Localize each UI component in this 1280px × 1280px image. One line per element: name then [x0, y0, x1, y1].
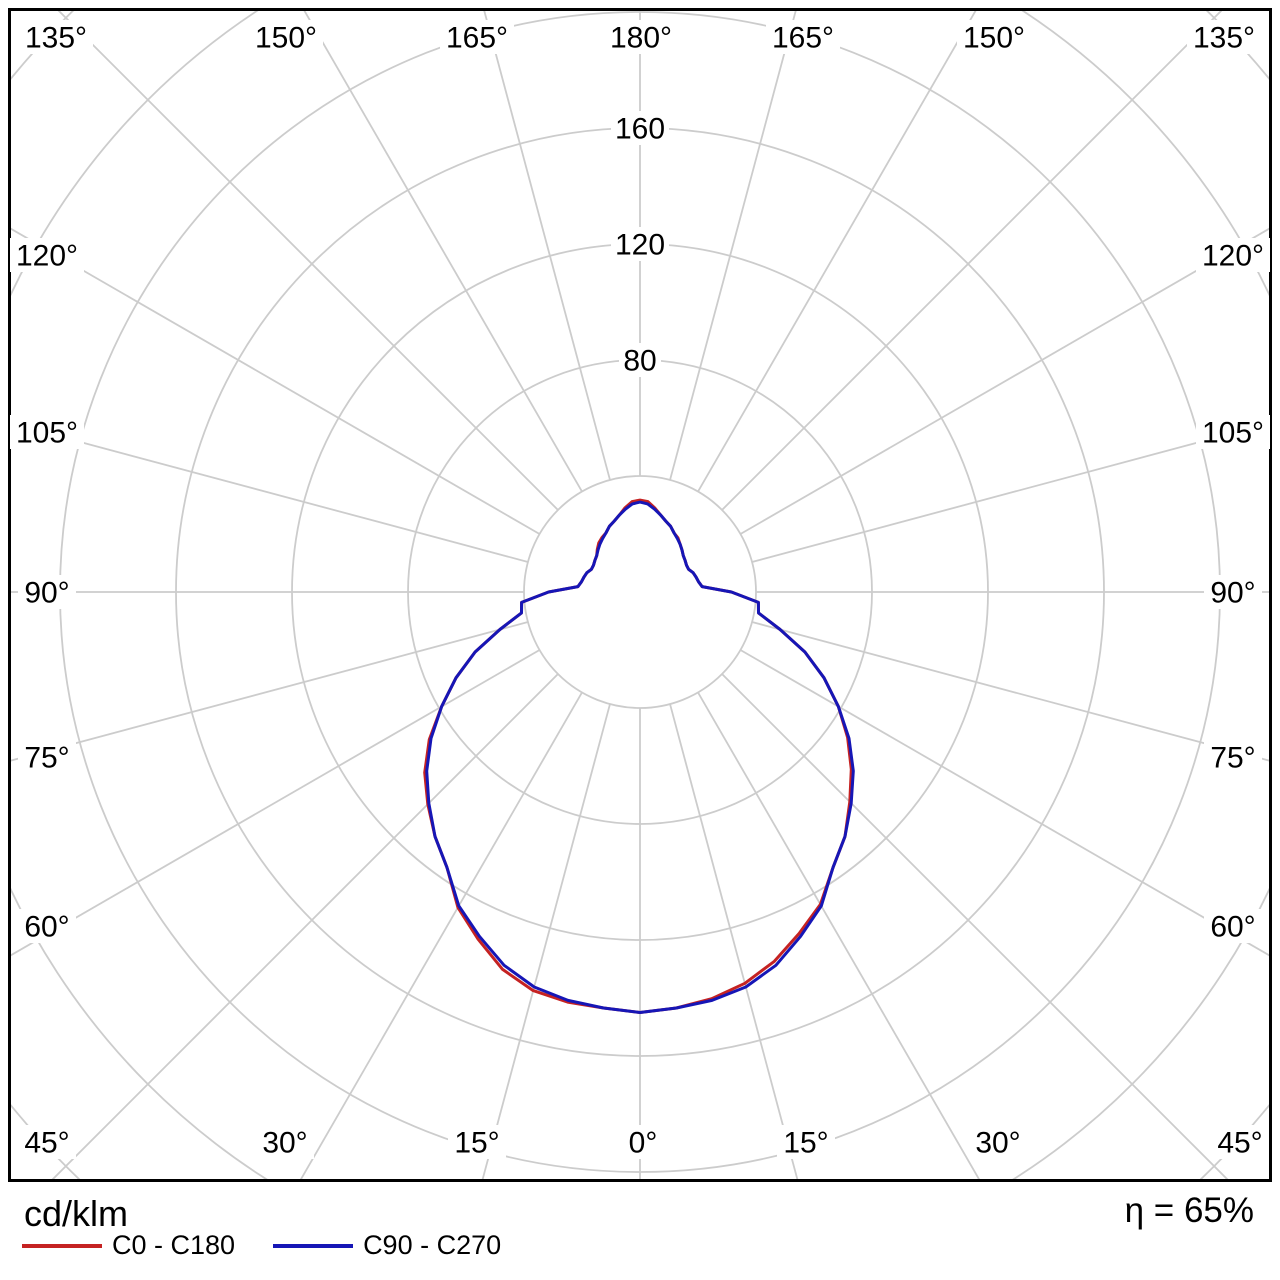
curve-c90-c270 — [425, 500, 855, 1014]
grid-ring — [523, 475, 757, 709]
angle-label: 30° — [262, 1127, 307, 1160]
angle-label-halo — [448, 1125, 506, 1159]
angle-label: 15° — [783, 1127, 828, 1160]
angle-label: 150° — [255, 22, 317, 55]
angle-label: 165° — [772, 22, 834, 55]
angle-label: 105° — [1202, 417, 1264, 450]
angle-label: 75° — [1210, 742, 1255, 775]
grid-spoke — [721, 673, 1229, 1179]
angle-label: 135° — [25, 22, 87, 55]
grid-spoke — [669, 11, 797, 481]
chart-frame — [8, 8, 1272, 1182]
grid-spoke — [740, 227, 1269, 535]
legend-line-c90-icon — [273, 1243, 354, 1248]
chart-legend: C0 - C180 C90 - C270 — [22, 1230, 502, 1261]
grid-spoke — [483, 11, 611, 481]
legend-line-c0-icon — [22, 1243, 102, 1248]
angle-label: 30° — [975, 1127, 1020, 1160]
radial-tick-label-halo — [611, 111, 669, 145]
angle-label: 45° — [24, 1127, 69, 1160]
legend-item-c90-c270: C90 - C270 — [273, 1230, 502, 1261]
grid-spoke — [751, 422, 1269, 563]
angle-label-halo — [957, 20, 1031, 54]
angle-label-halo — [18, 575, 76, 609]
angle-label-halo — [10, 415, 84, 449]
angle-label: 90° — [24, 577, 69, 610]
angle-label-halo — [19, 20, 93, 54]
angle-label-halo — [766, 20, 840, 54]
legend-label-c0-c180: C0 - C180 — [112, 1230, 236, 1260]
angle-label: 105° — [16, 417, 78, 450]
angle-label-halo — [1187, 20, 1261, 54]
angle-label: 60° — [24, 911, 69, 944]
angle-label-halo — [18, 909, 76, 943]
angle-label-halo — [1211, 1125, 1269, 1159]
efficiency-label: η = 65% — [1124, 1191, 1254, 1230]
angle-label: 60° — [1210, 911, 1255, 944]
grid-spoke — [721, 11, 1223, 511]
grid-spoke — [11, 227, 540, 535]
grid-spoke — [697, 11, 977, 492]
angle-label: 180° — [610, 22, 672, 55]
grid-spoke — [51, 673, 559, 1179]
angle-label-halo — [622, 1125, 664, 1159]
legend-label-c90-c270: C90 - C270 — [363, 1230, 502, 1260]
radial-tick-label-halo — [611, 227, 669, 261]
angle-label-halo — [1204, 909, 1262, 943]
grid-spoke — [57, 11, 559, 511]
grid-spoke — [303, 11, 583, 492]
grid-spoke — [11, 621, 529, 762]
angle-label: 120° — [1202, 240, 1264, 273]
angle-label-halo — [604, 20, 678, 54]
grid-spoke — [11, 649, 540, 957]
radial-tick-label: 80 — [623, 345, 656, 378]
angle-label-halo — [440, 20, 514, 54]
angle-label-halo — [256, 1125, 314, 1159]
angle-label-halo — [18, 1125, 76, 1159]
grid-spoke — [740, 649, 1269, 957]
angle-label: 135° — [1193, 22, 1255, 55]
angle-label-halo — [1204, 575, 1262, 609]
angle-label: 15° — [454, 1127, 499, 1160]
angle-label-halo — [1196, 415, 1270, 449]
grid-spoke — [481, 703, 611, 1179]
angle-label: 150° — [963, 22, 1025, 55]
angle-label-halo — [1204, 740, 1262, 774]
angle-label-halo — [969, 1125, 1027, 1159]
grid-spoke — [669, 703, 799, 1179]
angle-label-halo — [18, 740, 76, 774]
radial-tick-label-halo — [619, 343, 661, 377]
grid-spoke — [697, 692, 980, 1179]
angle-label: 75° — [24, 742, 69, 775]
angle-label: 120° — [16, 240, 78, 273]
legend-item-c0-c180: C0 - C180 — [22, 1230, 236, 1261]
grid-spoke — [751, 621, 1269, 762]
curve-c0-c180 — [423, 498, 853, 1014]
angle-label-halo — [777, 1125, 835, 1159]
angle-label: 0° — [629, 1127, 658, 1160]
grid-spoke — [11, 422, 529, 563]
angle-label: 90° — [1210, 577, 1255, 610]
radial-tick-label: 160 — [615, 113, 665, 146]
angle-label: 165° — [446, 22, 508, 55]
angle-label-halo — [1196, 238, 1270, 272]
angle-label-halo — [10, 238, 84, 272]
unit-label: cd/klm — [24, 1193, 129, 1234]
angle-label-halo — [249, 20, 323, 54]
grid-spoke — [300, 692, 583, 1179]
radial-tick-label: 120 — [615, 229, 665, 262]
angle-label: 45° — [1217, 1127, 1262, 1160]
